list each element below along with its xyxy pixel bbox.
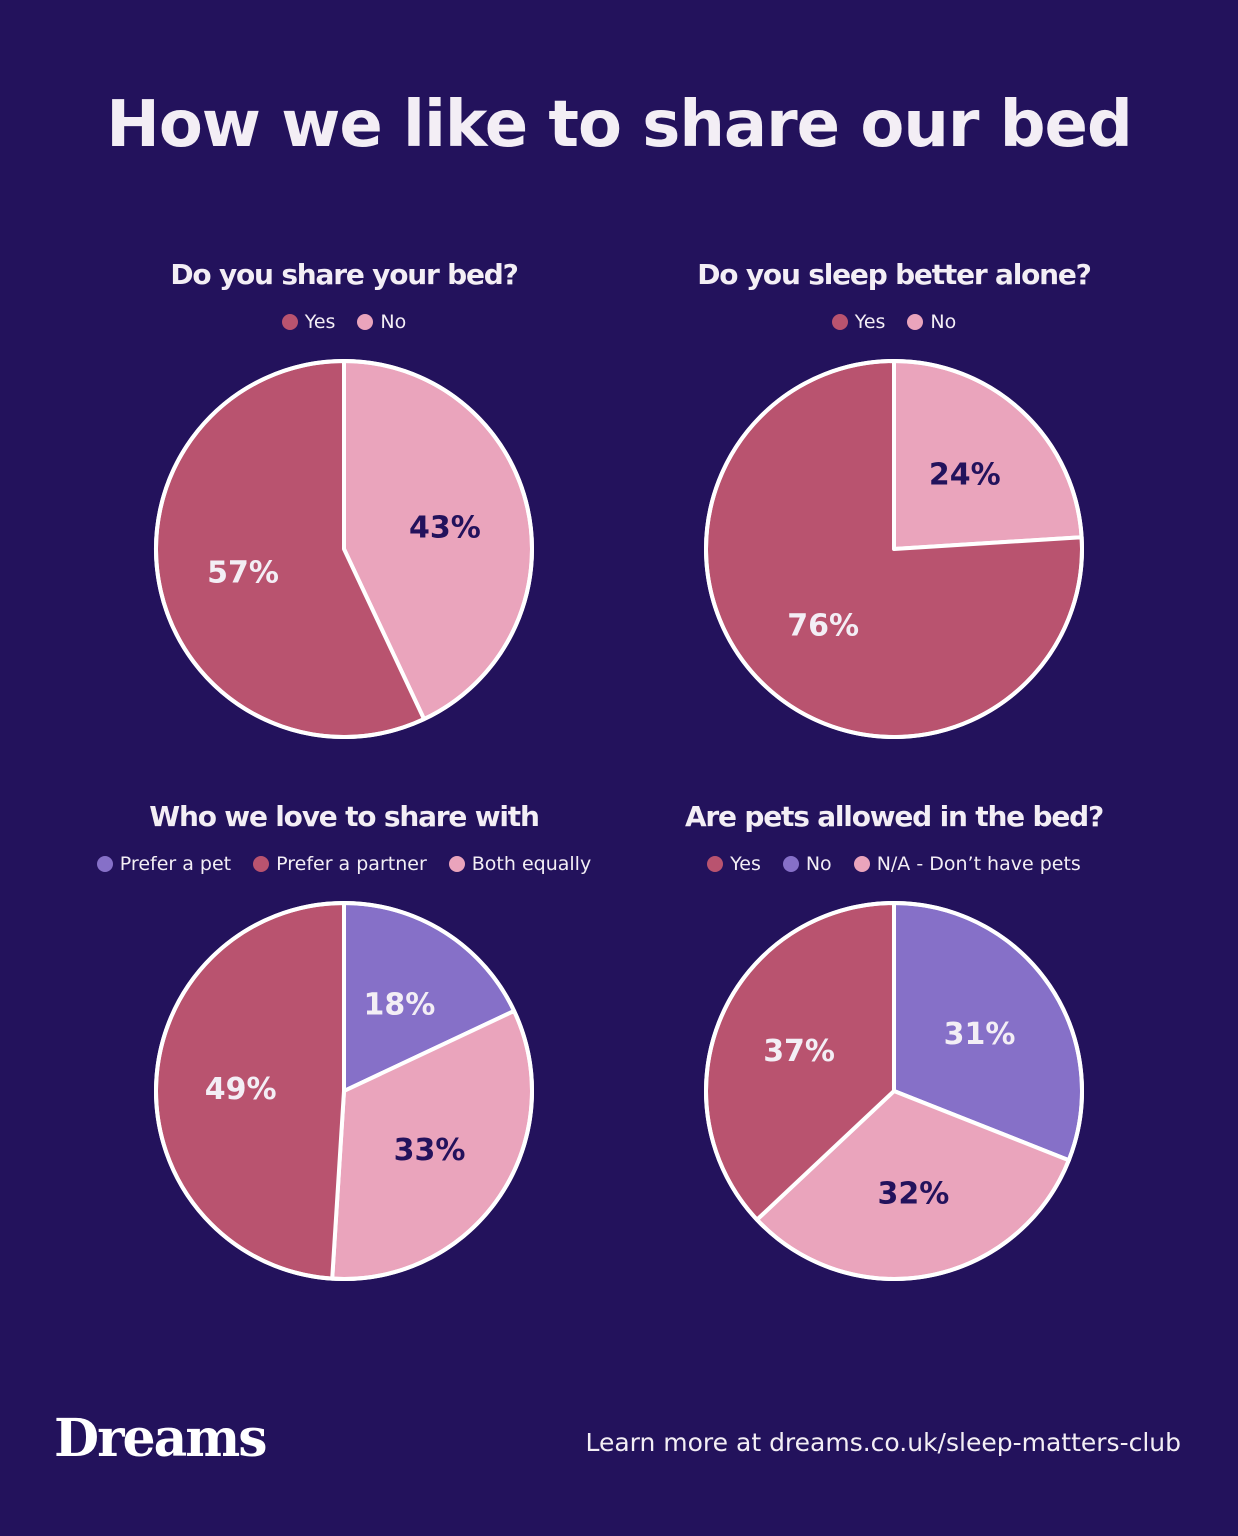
pie-chart: 31% 32% 37%	[704, 901, 1084, 1281]
legend-label: Yes	[730, 853, 761, 875]
legend-dot-icon	[853, 856, 870, 872]
legend-dot-icon	[782, 856, 799, 872]
pie-chart-panel: Do you sleep better alone? Yes No 24% 76%	[614, 258, 1174, 739]
slice-data-label: 24%	[929, 458, 1001, 493]
legend: Yes No	[614, 311, 1174, 333]
pie-chart: 24% 76%	[704, 359, 1084, 739]
slice-data-label: 49%	[205, 1072, 277, 1107]
legend: Yes No	[64, 311, 624, 333]
legend-dot-icon	[281, 314, 298, 330]
chart-title: Who we love to share with	[149, 800, 540, 833]
pie-outline	[154, 359, 534, 739]
legend-label: No	[805, 853, 832, 875]
legend-dot-icon	[831, 314, 848, 330]
legend-dot-icon	[96, 856, 113, 872]
legend-dot-icon	[707, 856, 724, 872]
legend-dot-icon	[253, 856, 270, 872]
slice-data-label: 33%	[394, 1133, 466, 1168]
legend-item: Yes	[281, 311, 336, 333]
pie-chart-panel: Who we love to share with Prefer a pet Pre…	[64, 800, 624, 1281]
legend-item: No	[357, 311, 406, 333]
pie-chart-panel: Are pets allowed in the bed? Yes No N/A - D…	[614, 800, 1174, 1281]
legend-label: Yes	[304, 311, 336, 333]
pie-chart: 43% 57%	[154, 359, 534, 739]
chart-title: Do you sleep better alone?	[697, 258, 1092, 291]
legend-label: No	[380, 311, 407, 333]
legend-dot-icon	[357, 314, 374, 330]
legend-item: No	[782, 853, 832, 875]
legend: Prefer a pet Prefer a partner Both equally	[64, 853, 624, 875]
legend-item: Yes	[831, 311, 886, 333]
legend-item: Yes	[707, 853, 761, 875]
pie-chart-panel: Do you share your bed? Yes No 43% 57%	[64, 258, 624, 739]
slice-data-label: 31%	[944, 1017, 1016, 1052]
pie-outline	[154, 901, 534, 1281]
pie-outline	[704, 359, 1084, 739]
legend-dot-icon	[907, 314, 924, 330]
pie-slice	[892, 359, 1084, 551]
dreams-logo: Dreams	[54, 1408, 268, 1469]
pie-outline	[704, 901, 1084, 1281]
legend-label: Prefer a pet	[119, 853, 232, 875]
legend-item: Both equally	[448, 853, 592, 875]
page-title: How we like to share our bed	[106, 88, 1133, 162]
legend-item: Prefer a pet	[96, 853, 232, 875]
legend: Yes No N/A - Don’t have pets	[614, 853, 1174, 875]
chart-title: Do you share your bed?	[170, 258, 519, 291]
footer-link-text[interactable]: Learn more at dreams.co.uk/sleep-matters…	[585, 1428, 1181, 1457]
legend-item: No	[907, 311, 956, 333]
legend-dot-icon	[448, 856, 465, 872]
slice-data-label: 18%	[363, 988, 435, 1023]
legend-label: N/A - Don’t have pets	[876, 853, 1081, 875]
slice-data-label: 76%	[787, 608, 859, 643]
legend-item: N/A - Don’t have pets	[853, 853, 1081, 875]
slice-data-label: 57%	[207, 556, 279, 591]
slice-data-label: 37%	[763, 1034, 835, 1069]
legend-label: No	[930, 311, 957, 333]
legend-item: Prefer a partner	[253, 853, 427, 875]
slice-data-label: 43%	[409, 510, 481, 545]
pie-chart: 18% 33% 49%	[154, 901, 534, 1281]
slice-data-label: 32%	[877, 1177, 949, 1212]
chart-title: Are pets allowed in the bed?	[684, 800, 1104, 833]
legend-label: Prefer a partner	[276, 853, 427, 875]
legend-label: Yes	[854, 311, 886, 333]
legend-label: Both equally	[471, 853, 592, 875]
